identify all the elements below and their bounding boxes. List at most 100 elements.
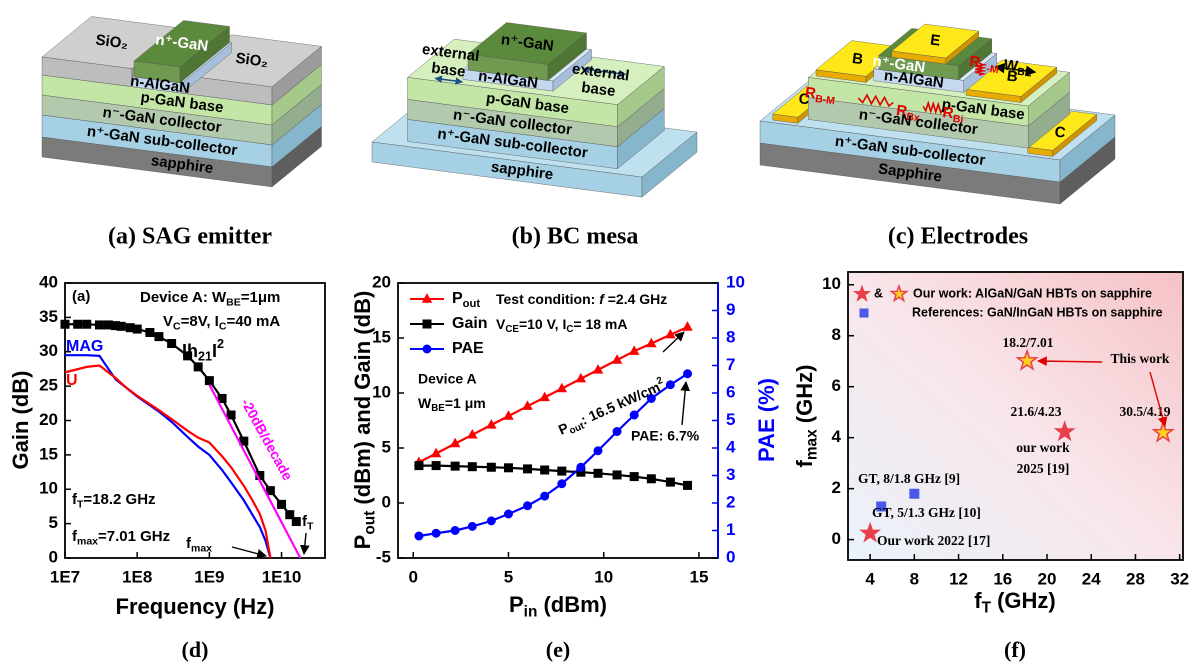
y-axis-title: fmax (GHz)	[792, 365, 821, 468]
text-part: max	[77, 535, 98, 547]
annotation: 2025 [19]	[1017, 461, 1070, 476]
marker-triangle	[665, 328, 676, 339]
marker-triangle	[575, 372, 587, 383]
x-axis-title: Pin (dBm)	[509, 592, 607, 621]
diagram-label: RB-M	[804, 84, 837, 107]
y2-tick-label: 0	[726, 547, 735, 566]
text-part: f	[599, 291, 605, 307]
annotation: VC=8V, IC=40 mA	[163, 313, 280, 332]
text-part: =1 μm	[445, 395, 486, 411]
annotation: 30.5/4.19	[1119, 404, 1170, 419]
x-tick-label: 4	[865, 569, 875, 588]
text-part: V	[163, 313, 173, 330]
layer-side	[1020, 66, 1057, 103]
marker-square	[683, 480, 693, 490]
marker-square	[540, 465, 550, 475]
series-line	[418, 325, 688, 464]
marker-circle	[576, 462, 586, 472]
marker-triangle	[430, 447, 442, 458]
annotation: WBE=1 μm	[418, 395, 486, 414]
annotation-arrow	[1149, 371, 1168, 427]
text-part: W	[418, 395, 432, 411]
marker-triangle	[628, 345, 640, 355]
text-part: in	[524, 604, 538, 621]
x-tick-label: 24	[1082, 569, 1101, 588]
panel-label: (e)	[546, 637, 570, 662]
marker-triangle	[556, 382, 568, 393]
y-tick-label: 2	[832, 478, 841, 497]
annotation: Our work 2022 [17]	[877, 533, 990, 548]
text-part: C	[219, 320, 227, 332]
x-tick-label: 1E8	[122, 567, 152, 586]
marker-square	[73, 319, 83, 329]
resistor	[857, 93, 894, 108]
marker-star	[1015, 348, 1039, 371]
plot-frame	[64, 282, 326, 559]
marker-circle	[450, 526, 460, 535]
text-part: (GHz)	[991, 588, 1056, 613]
text-part: W	[1003, 56, 1020, 75]
text-part: V	[496, 316, 506, 332]
marker-square	[523, 464, 533, 474]
marker-circle	[593, 446, 603, 456]
diagram-caption: (a) SAG emitter	[108, 224, 272, 250]
text-part: C	[566, 324, 573, 335]
text-part: 21	[198, 350, 212, 364]
diagram-label: C	[1054, 123, 1067, 141]
y-tick-label: 5	[382, 437, 391, 456]
marker-square	[665, 477, 675, 487]
marker-square	[82, 319, 92, 329]
annotation-arrow	[680, 381, 691, 426]
text-part: =40 mA	[226, 313, 280, 330]
y-tick-label: 30	[39, 341, 58, 360]
marker-triangle	[682, 321, 693, 331]
text-part: BE	[431, 403, 445, 414]
marker-star	[852, 284, 872, 302]
text-part: I	[212, 341, 217, 361]
y-tick-label: 20	[39, 410, 58, 429]
annotation: GT, 5/1.3 GHz [10]	[872, 505, 981, 520]
marker-triangle	[611, 354, 623, 364]
text-part: Test condition:	[496, 291, 599, 307]
legend-label: References: GaN/InGaN HBTs on sapphire	[912, 305, 1163, 319]
text-part: (dBm)	[537, 592, 607, 617]
text-part: P	[350, 535, 375, 550]
x-tick-label: 12	[949, 569, 968, 588]
plot-background	[848, 272, 1183, 560]
marker-circle	[467, 521, 477, 531]
annotation: Test condition: f =2.4 GHz	[496, 291, 667, 307]
annotation: PAE: 6.7%	[631, 428, 700, 444]
legend-joiner: &	[874, 286, 883, 300]
marker-circle	[422, 344, 432, 354]
annotation: fT	[302, 513, 314, 532]
text-part: =1μm	[241, 289, 281, 306]
marker-square	[285, 510, 295, 520]
marker-square	[557, 466, 567, 476]
marker-square	[486, 462, 496, 472]
panel-label: (f)	[1004, 637, 1026, 662]
x-tick-label: 0	[409, 567, 418, 586]
annotation: Device A	[418, 371, 477, 387]
arrow	[994, 62, 1037, 77]
text-part: Bi	[952, 113, 964, 126]
diagram-label: B	[1006, 67, 1019, 85]
diagram-label: WBE	[1002, 56, 1033, 79]
marker-square	[629, 472, 639, 482]
y2-axis-title: PAE (%)	[754, 378, 779, 462]
annotation-arrow	[231, 546, 267, 559]
series-line	[418, 464, 688, 487]
text-part: Ih	[182, 341, 198, 361]
annotation: This work	[1111, 351, 1170, 366]
marker-square	[167, 339, 177, 348]
marker-square	[265, 486, 275, 496]
x-tick-label: 16	[993, 569, 1012, 588]
series-line	[64, 364, 272, 559]
text-part: : 16.5 kW/cm	[578, 378, 662, 427]
marker-square	[291, 517, 301, 527]
marker-square	[612, 470, 622, 480]
annotation: VCE=10 V, IC= 18 mA	[496, 316, 628, 335]
marker-square	[646, 474, 656, 484]
text-part: T	[307, 520, 314, 532]
y-tick-label: 4	[832, 427, 842, 446]
